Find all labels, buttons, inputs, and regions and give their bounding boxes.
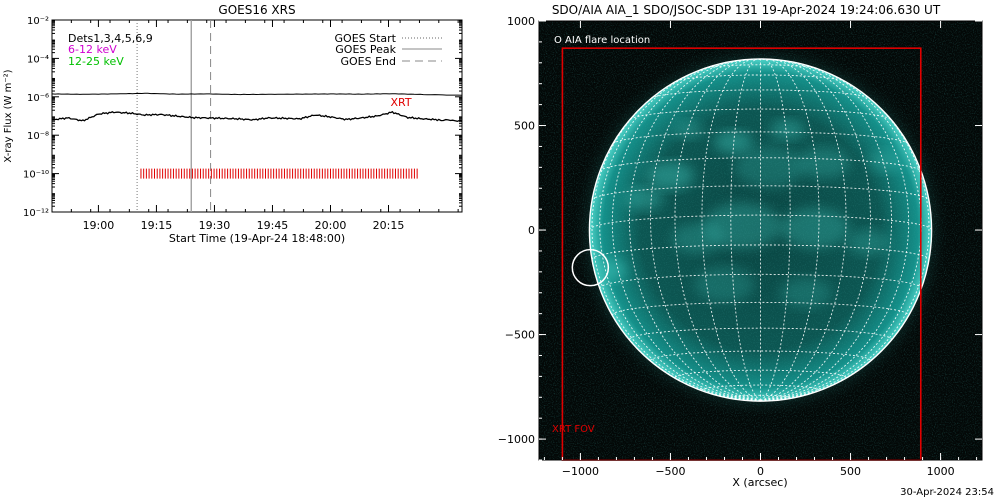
y-tick-label: 10⁻⁶ — [27, 93, 49, 104]
x-tick-label: 19:30 — [199, 219, 231, 232]
solar-disk-texture — [589, 58, 932, 402]
legend-goes-peak: GOES Peak — [335, 43, 396, 56]
grid-parallel — [599, 157, 922, 172]
grid-parallel — [629, 108, 892, 120]
grid-parallel — [676, 74, 845, 82]
aia-axes: −1000 −500 0 500 1000 1000 500 0 −500 −1000 — [498, 15, 982, 478]
legend-goes-start: GOES Start — [335, 32, 397, 45]
grid-parallel — [591, 185, 930, 201]
grid-meridian — [591, 78, 761, 401]
band-label-6-12-kev: 6-12 keV — [68, 43, 117, 56]
aia-x-tick-label: 1000 — [927, 465, 955, 478]
grid-parallel — [674, 369, 847, 378]
grid-parallel — [591, 244, 930, 260]
aia-x-tick-label: 0 — [757, 465, 764, 478]
disk-noise — [589, 58, 932, 402]
aia-y-tick-label: −1000 — [498, 433, 535, 446]
legend-goes-end: GOES End — [340, 55, 396, 68]
grid-meridian — [760, 60, 910, 401]
aia-y-tick-label: 500 — [514, 120, 535, 133]
grid-meridian — [730, 58, 761, 401]
goes-legend: GOES Start GOES Peak GOES End — [335, 32, 442, 68]
aia-x-tick-label: −500 — [655, 465, 685, 478]
goes-plot-frame — [51, 19, 463, 213]
heliographic-grid — [588, 58, 933, 401]
goes-event-lines — [136, 20, 212, 212]
grid-parallel — [628, 327, 893, 340]
grid-meridian — [674, 58, 761, 401]
goes-y-axis: 10⁻² 10⁻⁴ 10⁻⁶ 10⁻⁸ 10⁻¹⁰ 10⁻¹² — [23, 16, 462, 219]
xrt-observation-ticks — [140, 168, 418, 179]
detectors-label: Dets1,3,4,5,6,9 — [68, 32, 153, 45]
grid-parallel — [703, 64, 818, 70]
goes-series-short — [52, 110, 462, 122]
goes-panel: GOES16 XRS 10⁻² 10⁻⁴ 10⁻⁶ 10⁻⁸ 10⁻¹⁰ 10⁻¹² 19… — [3, 3, 463, 245]
grid-parallel — [611, 301, 910, 316]
grid-meridian — [611, 60, 761, 401]
grid-parallel — [612, 131, 909, 145]
aia-y-tick-label: 0 — [528, 224, 535, 237]
grid-meridian — [760, 58, 791, 401]
aia-x-tick-label: 500 — [840, 465, 861, 478]
grid-meridian — [760, 59, 893, 401]
x-tick-label: 20:15 — [373, 219, 405, 232]
y-tick-label: 10⁻¹⁰ — [23, 170, 49, 181]
xrt-fov-label: XRT FOV — [552, 424, 595, 435]
goes-series-long — [52, 92, 462, 96]
solar-limb — [588, 58, 933, 402]
grid-meridian — [760, 64, 922, 401]
goes-x-axis: 19:00 19:15 19:30 19:45 20:00 20:15 — [51, 20, 459, 232]
goes-title: GOES16 XRS — [218, 3, 295, 17]
x-tick-label: 19:45 — [257, 219, 289, 232]
y-tick-label: 10⁻² — [27, 16, 49, 27]
x-tick-label: 19:15 — [141, 219, 173, 232]
grid-meridian — [701, 58, 761, 401]
aia-y-tick-label: 1000 — [507, 15, 535, 28]
goes-x-axis-label: Start Time (19-Apr-24 18:48:00) — [169, 232, 345, 245]
aia-title: SDO/AIA AIA_1 SDO/JSOC-SDP 131 19-Apr-20… — [552, 3, 941, 17]
footer-timestamp: 30-Apr-2024 23:54 — [900, 487, 994, 498]
y-tick-label: 10⁻⁸ — [27, 131, 49, 142]
grid-parallel — [730, 394, 791, 399]
y-tick-label: 10⁻⁴ — [27, 54, 49, 65]
aia-x-axis-label: X (arcsec) — [732, 476, 787, 489]
grid-meridian — [760, 78, 930, 401]
grid-meridian — [760, 58, 847, 401]
grid-meridian — [628, 59, 761, 401]
grid-parallel — [588, 214, 933, 231]
grid-parallel — [650, 89, 871, 99]
grid-meridian — [650, 59, 761, 401]
x-tick-label: 19:00 — [83, 219, 115, 232]
aia-y-tick-label: −500 — [505, 329, 535, 342]
grid-meridian — [599, 64, 761, 401]
aia-x-tick-label: −1000 — [562, 465, 599, 478]
y-tick-label: 10⁻¹² — [23, 208, 49, 219]
band-label-12-25-kev: 12-25 keV — [68, 55, 124, 68]
goes-series — [52, 92, 462, 122]
aia-panel: SDO/AIA AIA_1 SDO/JSOC-SDP 131 19-Apr-20… — [498, 3, 983, 489]
xrt-label: XRT — [390, 96, 411, 109]
x-tick-label: 20:00 — [315, 219, 347, 232]
grid-parallel — [701, 384, 820, 391]
grid-meridian — [760, 58, 820, 401]
flare-location-circle — [571, 248, 610, 287]
grid-meridian — [760, 59, 871, 401]
goes-y-axis-label: X-ray Flux (W m⁻²) — [3, 69, 14, 162]
flare-location-legend: O AIA flare location — [554, 35, 650, 46]
